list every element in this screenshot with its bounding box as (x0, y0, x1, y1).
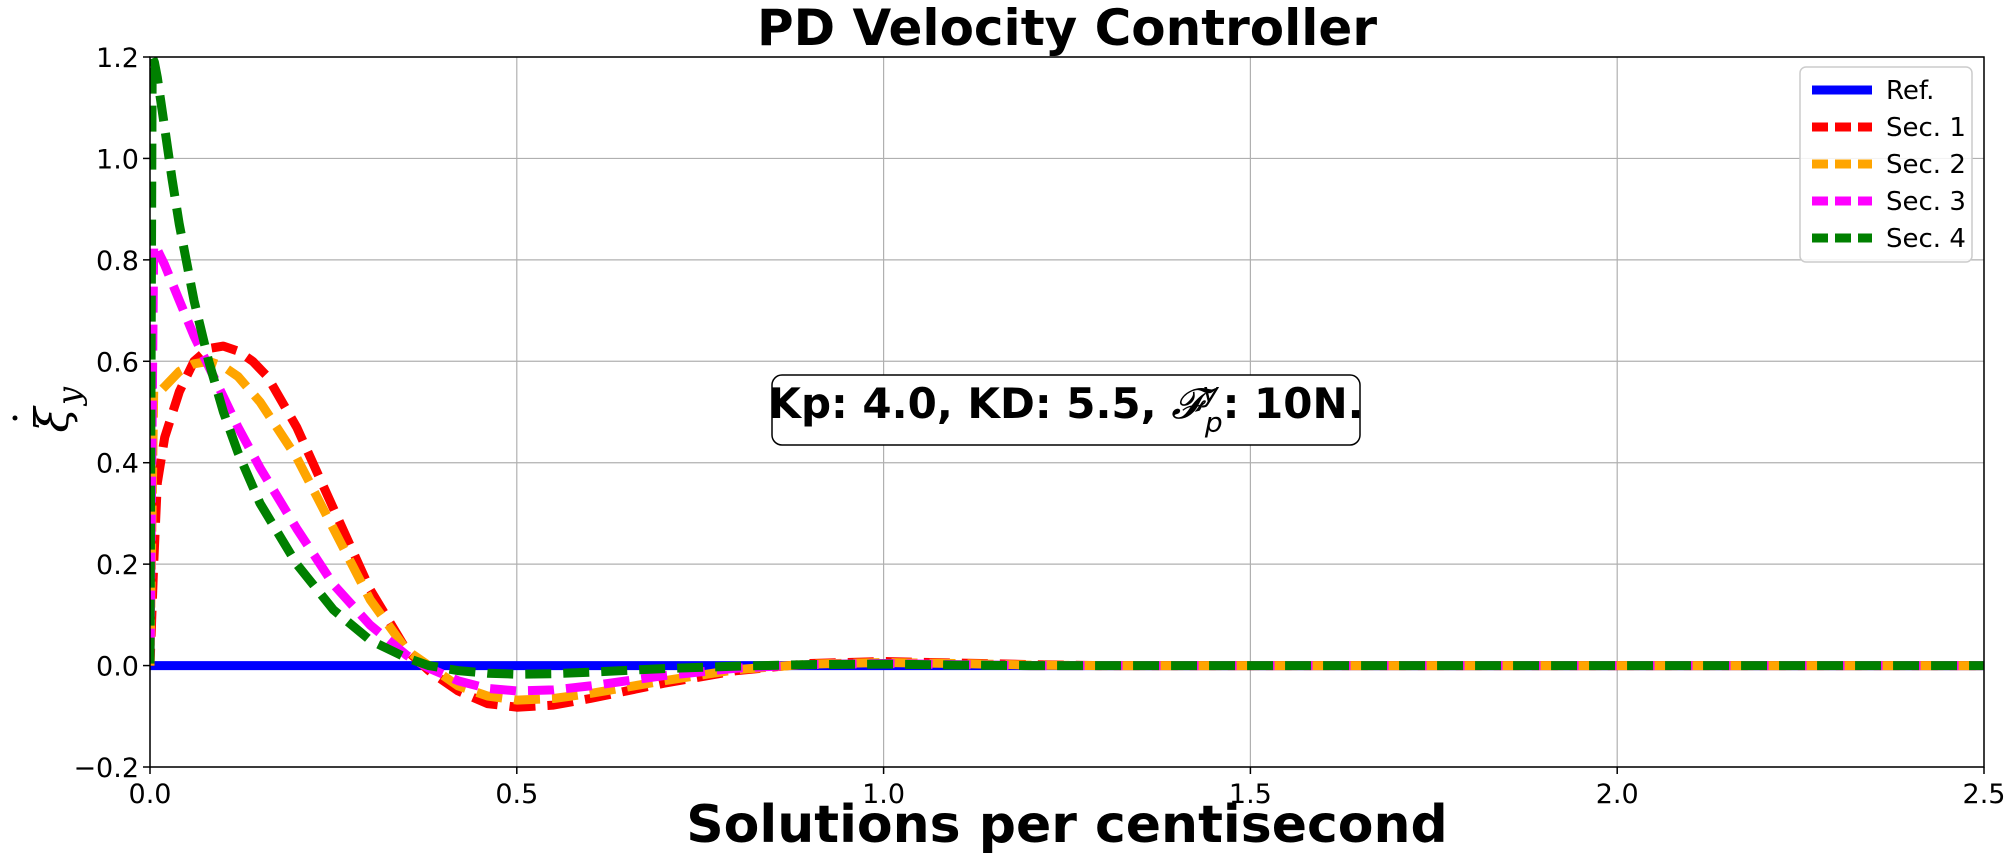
annotation-box: Kp: 4.0, KD: 5.5, 𝓕y p: 10N. (768, 374, 1364, 446)
series-layer (150, 57, 1984, 712)
x-tick-label: 1.0 (862, 779, 905, 810)
annotation-suffix: : 10N. (1223, 379, 1364, 428)
y-tick-label: 0.6 (96, 347, 139, 378)
y-tick-label: 0.4 (96, 449, 139, 480)
legend-label: Sec. 3 (1886, 187, 1966, 217)
legend-label: Sec. 1 (1886, 113, 1966, 143)
x-tick-label: 0.0 (129, 779, 172, 810)
y-tick-label: 0.2 (96, 550, 139, 581)
annotation-symbol-sup: y (1201, 376, 1219, 409)
y-axis-label-dot: ˙ (6, 407, 57, 429)
y-axis-label: ξ ˙ y (6, 386, 88, 433)
x-tick-label: 2.5 (1963, 779, 2006, 810)
x-tick-label: 0.5 (495, 779, 538, 810)
plot-frame (149, 56, 1985, 768)
legend-label: Ref. (1886, 76, 1934, 106)
chart-title: PD Velocity Controller (757, 0, 1377, 57)
y-axis-label-symbol: ξ (25, 405, 79, 433)
legend: Ref. Sec. 1 Sec. 2 Sec. 3 Sec. 4 (1799, 66, 1973, 263)
legend-frame (1799, 66, 1973, 263)
x-axis-label: Solutions per centisecond (686, 795, 1448, 855)
annotation-prefix: Kp: 4.0, KD: 5.5, (768, 379, 1171, 428)
y-tick-label: 0.0 (96, 652, 139, 683)
legend-label: Sec. 2 (1886, 150, 1966, 180)
annotation-text: Kp: 4.0, KD: 5.5, 𝓕y p: 10N. (768, 376, 1363, 439)
y-tick-label: 1.2 (96, 43, 139, 74)
x-tick-label: 1.5 (1229, 779, 1272, 810)
series-line-sec-4 (150, 57, 1984, 679)
annotation-frame (771, 374, 1361, 446)
annotation-symbol-sub: p (1204, 406, 1223, 439)
y-tick-label: −0.2 (73, 753, 139, 784)
y-tick-label: 0.8 (96, 246, 139, 277)
ticks: 0.0 0.5 1.0 1.5 2.0 2.5−0.20.00.20.40.60.81.0… (73, 43, 2005, 810)
legend-label: Sec. 4 (1886, 224, 1966, 254)
x-tick-label: 2.0 (1596, 779, 1639, 810)
y-tick-label: 1.0 (96, 144, 139, 175)
y-axis-label-subscript: y (50, 386, 88, 407)
